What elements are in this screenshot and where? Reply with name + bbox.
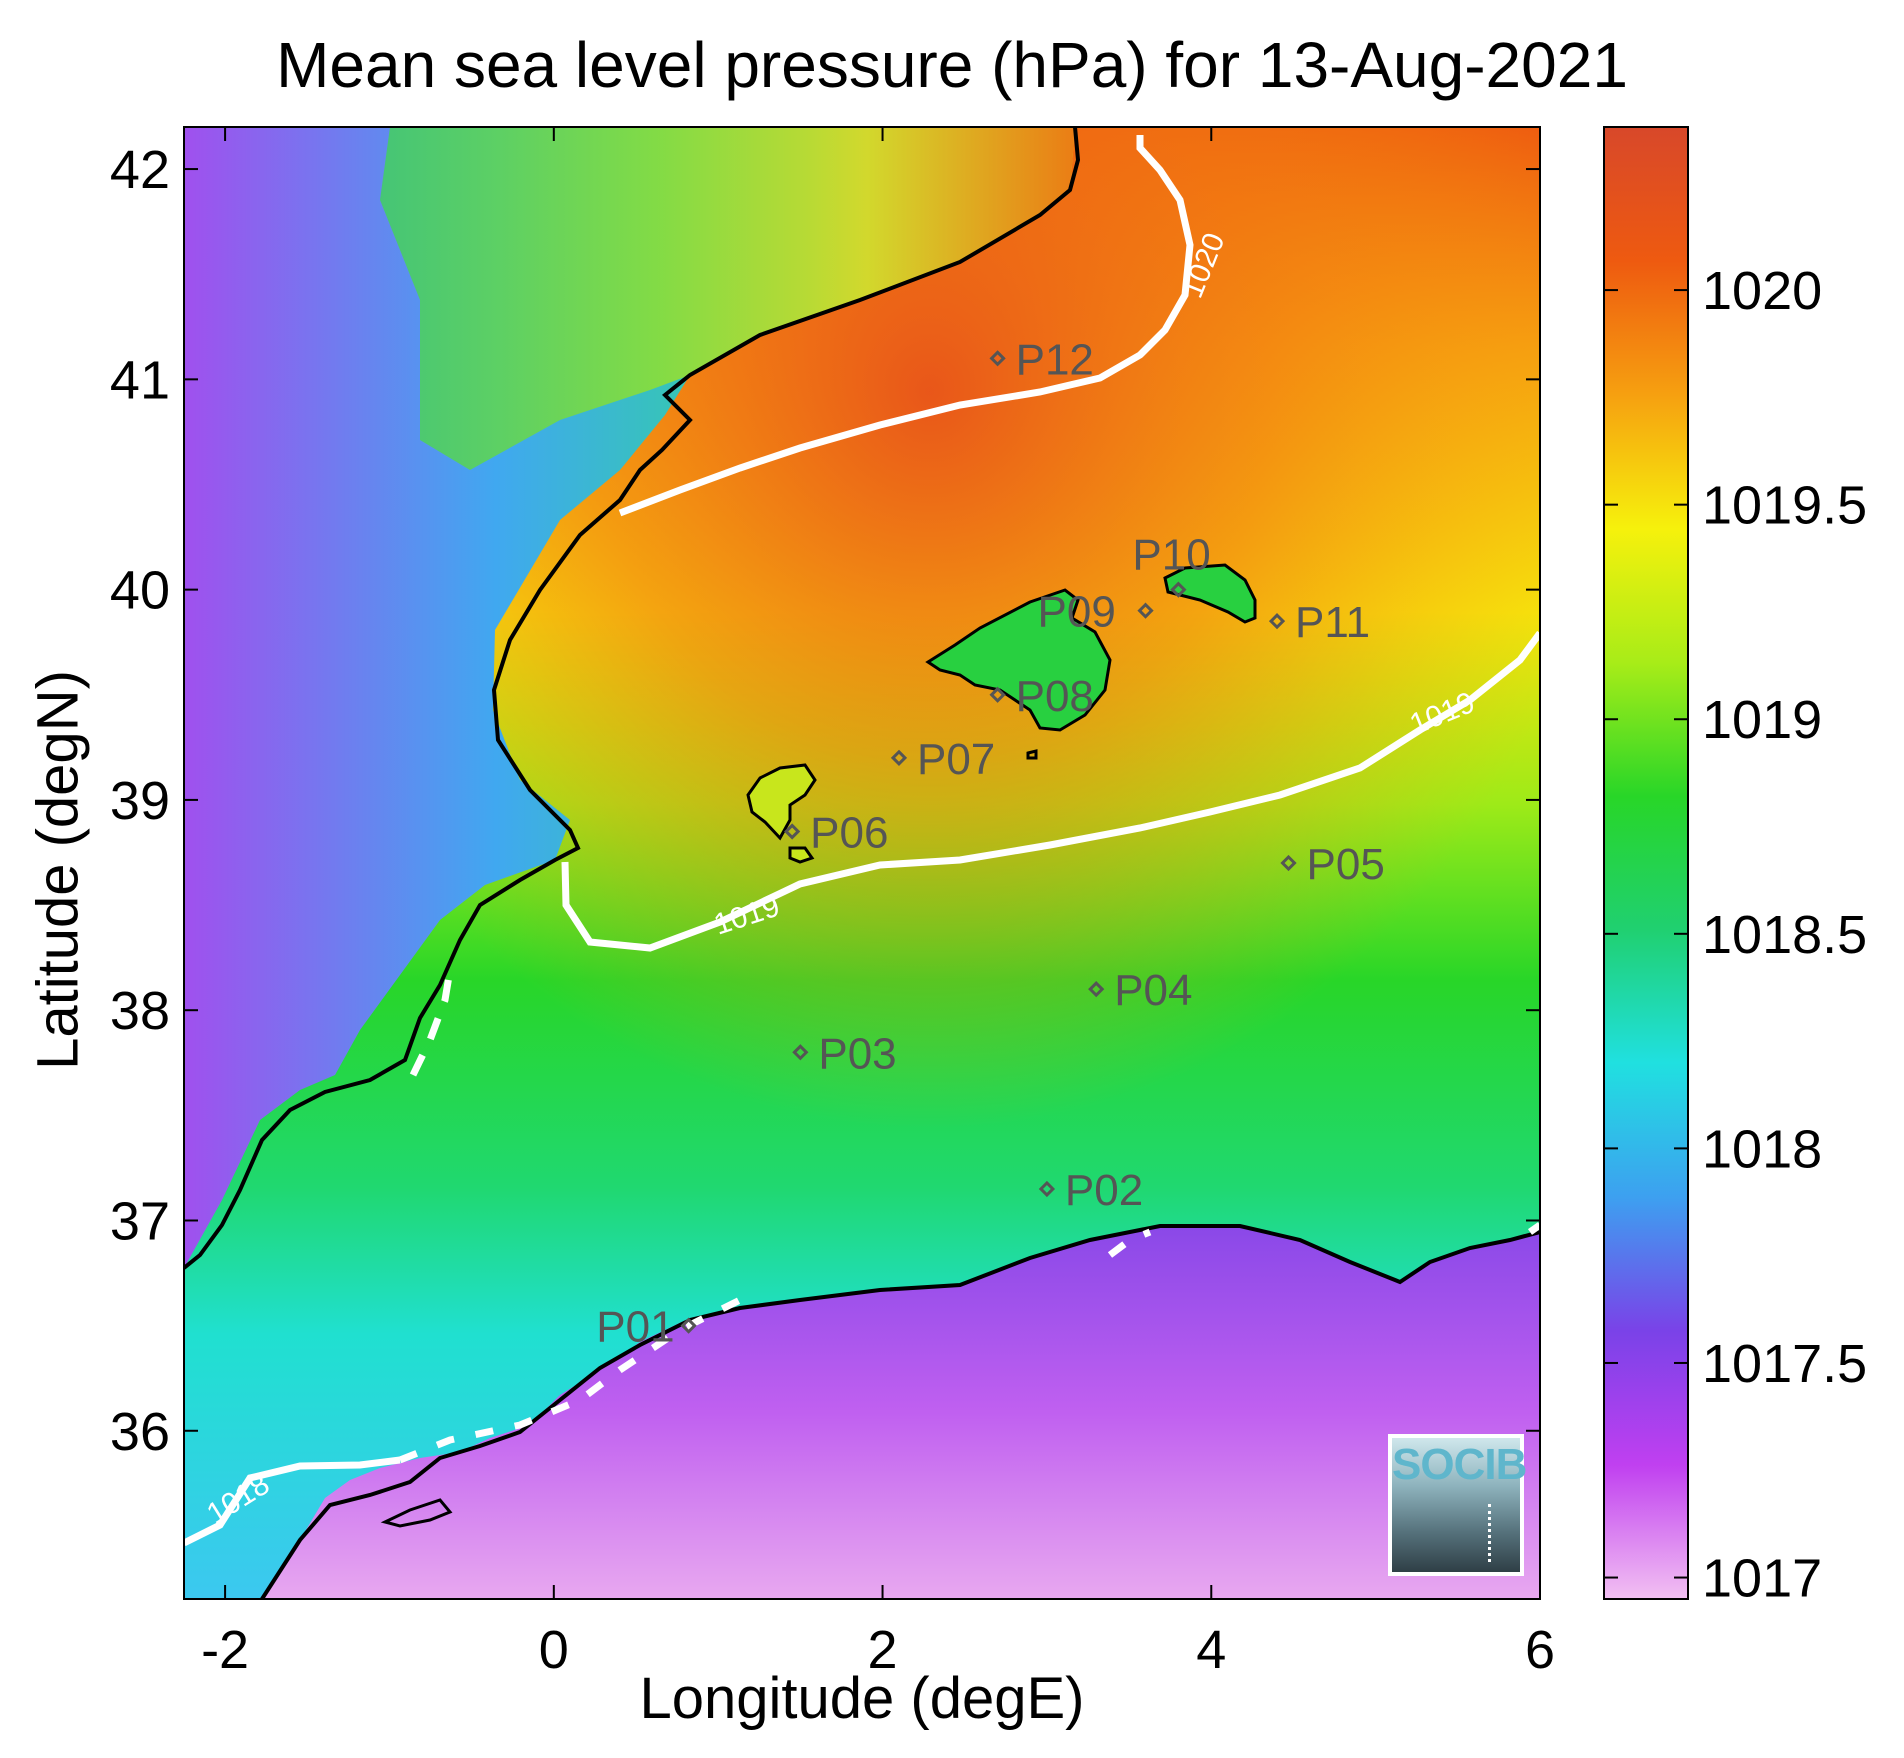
station-label: P11 [1295, 598, 1370, 647]
x-tick-label: 6 [1525, 1620, 1555, 1680]
socib-logo: SOCIB [1388, 1434, 1527, 1576]
station-label: P08 [1016, 672, 1094, 721]
map-title: Mean sea level pressure (hPa) for 13-Aug… [276, 29, 1628, 101]
station-marker [1170, 581, 1187, 598]
station-marker [1038, 1180, 1056, 1198]
station-marker [1137, 602, 1154, 619]
station-label: P05 [1307, 840, 1385, 889]
x-tick-label: 0 [539, 1620, 569, 1680]
isobar-1018 [184, 1456, 401, 1547]
station-label: P02 [1065, 1166, 1143, 1215]
island-mallorca [925, 588, 1112, 732]
isobar-1020 [618, 135, 1194, 517]
station-marker [1280, 854, 1297, 872]
y-tick-label: 40 [110, 561, 170, 621]
colorbar-tick-label: 1019.5 [1702, 476, 1867, 536]
colorbar-tick-label: 1017.5 [1702, 1334, 1867, 1394]
y-tick-label: 41 [110, 350, 170, 410]
land-iberia [184, 127, 1075, 1268]
station-label: P07 [917, 735, 995, 784]
y-tick-label: 36 [110, 1402, 170, 1462]
station-marker [989, 686, 1006, 703]
station-label: P12 [1016, 335, 1094, 384]
island-formentera [788, 846, 815, 864]
station-marker [792, 1044, 809, 1061]
colorbar-tick-label: 1018.5 [1702, 905, 1867, 965]
colorbar-tick-label: 1019 [1702, 690, 1822, 750]
station-label: P03 [818, 1029, 896, 1078]
station-label: P10 [1132, 531, 1210, 580]
island-alboran-coast [380, 1498, 453, 1528]
station-label: P06 [810, 808, 888, 857]
station-marker [680, 1317, 697, 1334]
x-tick-label: -2 [201, 1620, 249, 1680]
isobar-1018-dash-4 [1527, 1222, 1540, 1235]
colorbar [1603, 126, 1689, 1600]
x-axis: -2 0 2 4 6 [201, 127, 1555, 1680]
station-label: P01 [596, 1303, 674, 1352]
station-marker [1268, 613, 1286, 630]
y-tick-label: 39 [110, 771, 170, 831]
x-tick-label: 4 [1196, 1620, 1226, 1680]
logo-mark [1488, 1504, 1491, 1562]
x-axis-label: Longitude (degE) [639, 1666, 1085, 1731]
station-marker [1088, 981, 1105, 998]
colorbar-tick-label: 1018 [1702, 1119, 1822, 1179]
station-label: P09 [1038, 588, 1116, 637]
colorbar-ticks: 1017 1017.5 1018 1018.5 1019 1019.5 1020 [1604, 261, 1867, 1609]
y-axis-label: Latitude (degN) [25, 670, 91, 1070]
island-cabrera [1026, 749, 1038, 760]
station-markers: P01 P02 P03 P04 P05 P06 P07 P08 P09 P10 P11 P12 [596, 335, 1385, 1351]
y-tick-label: 42 [110, 140, 170, 200]
y-tick-label: 37 [110, 1191, 170, 1251]
x-tick-label: 2 [868, 1620, 898, 1680]
station-label: P04 [1114, 966, 1192, 1015]
logo-text: SOCIB [1392, 1440, 1527, 1489]
isobar-1018-dash-3 [409, 969, 454, 1077]
station-marker [989, 350, 1006, 367]
station-marker [890, 749, 908, 766]
coastline-iberia [184, 127, 1081, 1270]
colorbar-tick-label: 1020 [1702, 261, 1822, 321]
isobar-1018-dash-1 [398, 1296, 742, 1464]
land-iberia-north [380, 127, 1075, 470]
colorbar-tick-label: 1017 [1702, 1549, 1822, 1609]
coastline-africa [260, 1224, 1540, 1599]
isobar-1019 [561, 630, 1540, 952]
station-marker [784, 823, 801, 840]
island-ibiza [746, 763, 817, 841]
y-axis: 36 37 38 39 40 41 42 [110, 140, 1540, 1462]
land-africa [184, 1226, 1540, 1599]
y-tick-label: 38 [110, 981, 170, 1041]
plot-frame [183, 126, 1541, 1600]
isobar-1018-dash-2 [1107, 1228, 1152, 1258]
